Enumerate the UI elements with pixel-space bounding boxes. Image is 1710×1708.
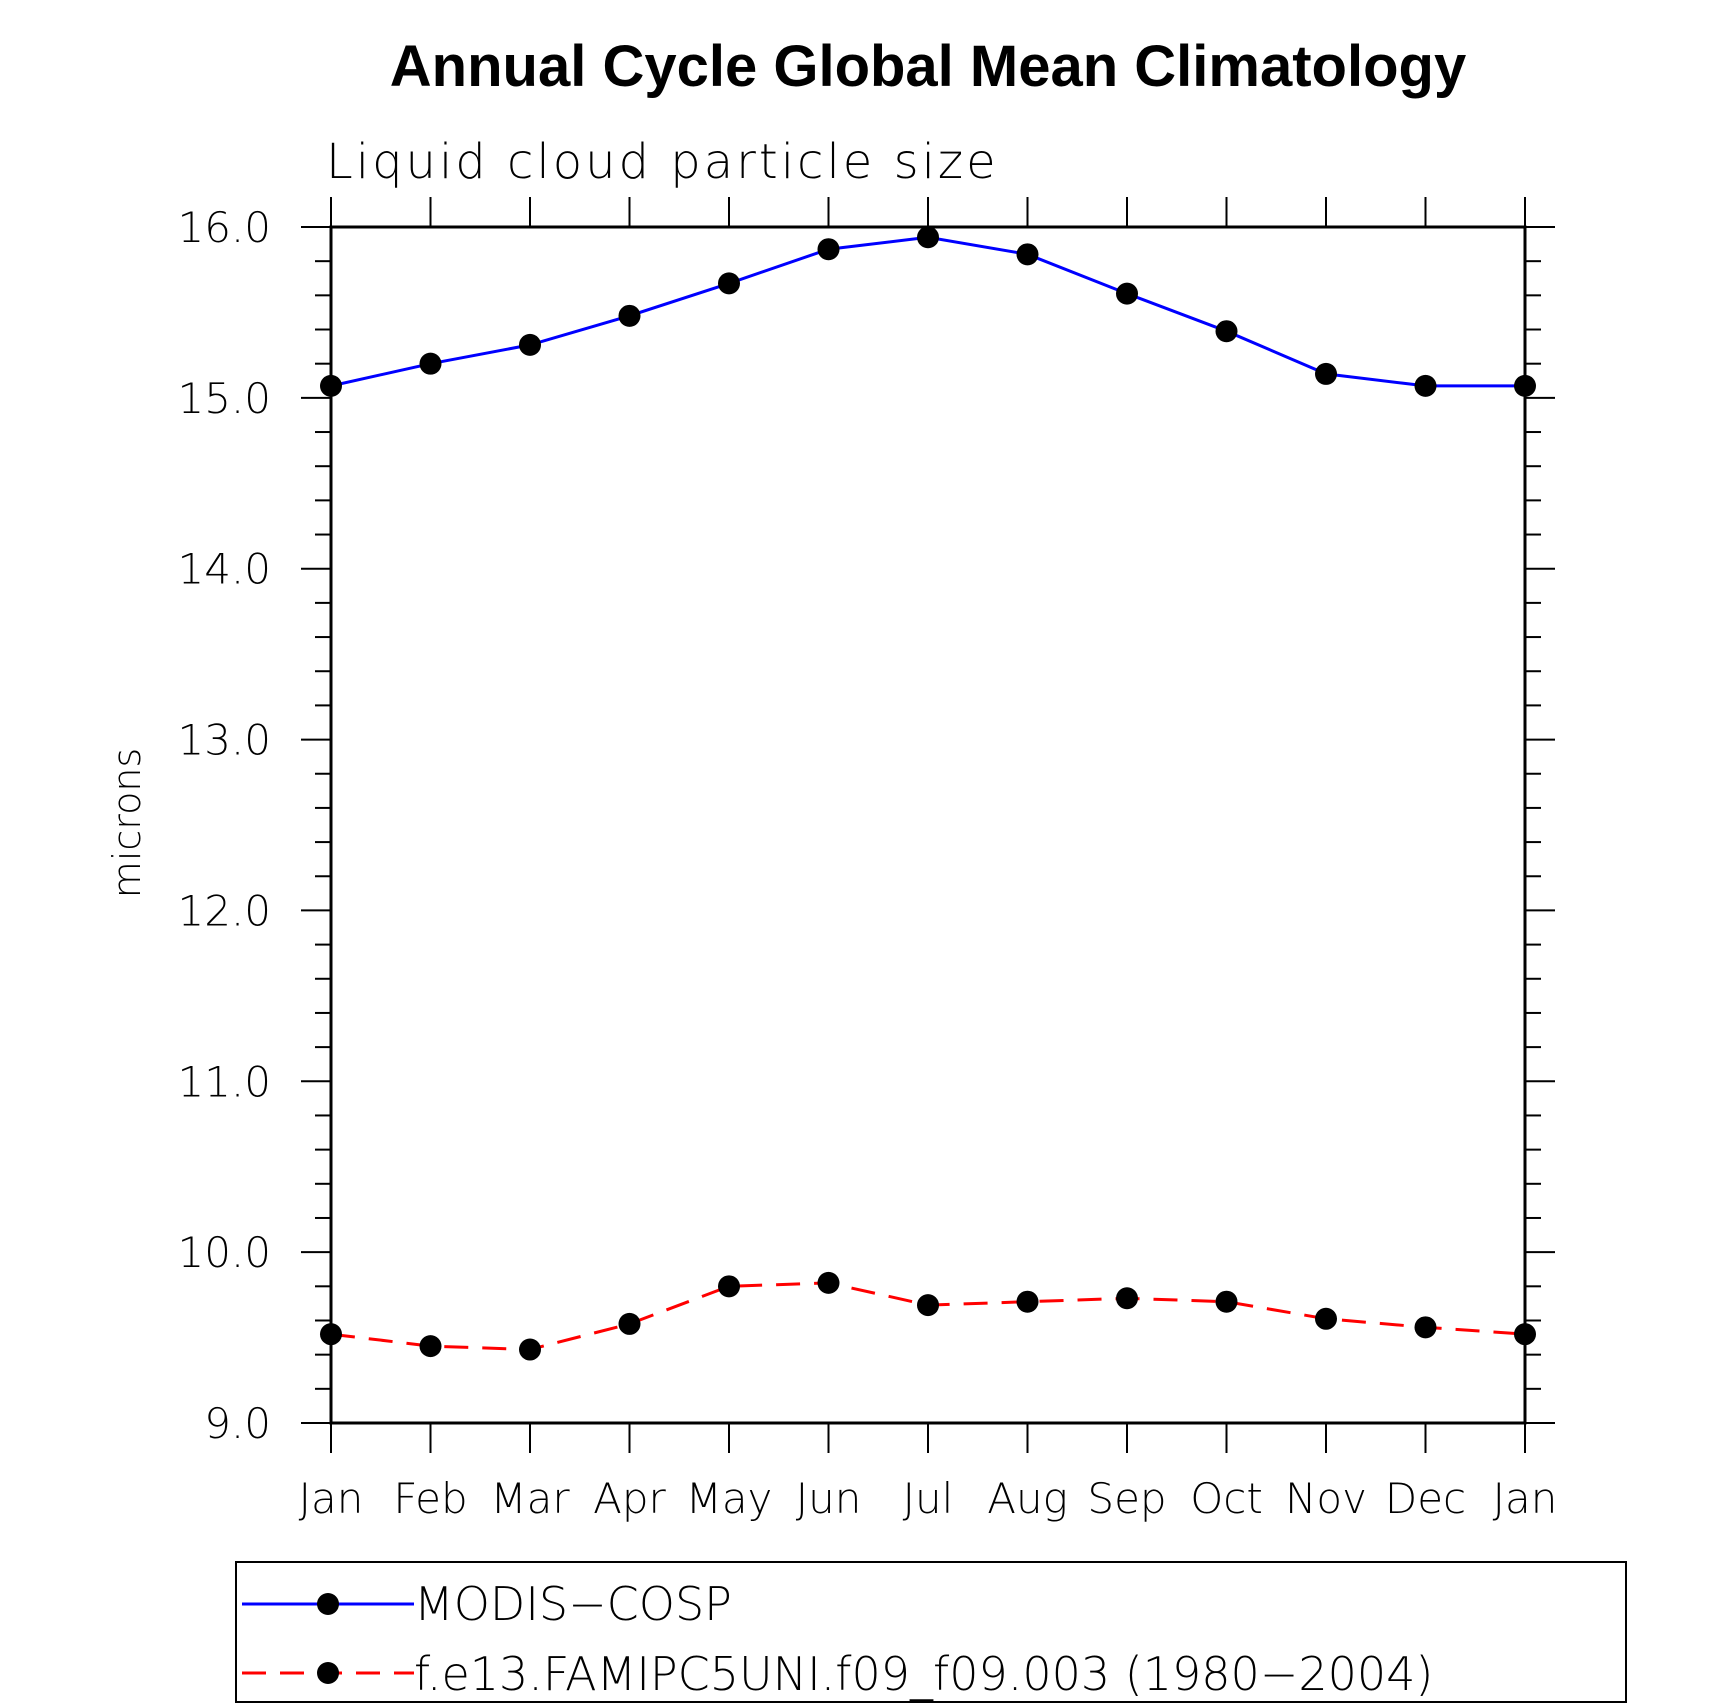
x-tick-label: Mar [490, 1474, 570, 1523]
data-point-series-1 [1514, 1323, 1536, 1346]
data-point-series-1 [817, 1271, 840, 1294]
data-point-series-1 [1016, 1290, 1039, 1313]
data-point-series-0 [1514, 374, 1536, 397]
data-point-series-1 [618, 1312, 641, 1335]
data-point-series-1 [1414, 1316, 1437, 1339]
data-point-series-0 [1116, 282, 1138, 305]
x-tick-label: Jan [299, 1474, 364, 1523]
y-tick-label: 14.0 [177, 545, 271, 594]
data-point-series-0 [1016, 243, 1039, 266]
x-tick-label: Dec [1385, 1474, 1466, 1523]
data-point-series-1 [320, 1323, 342, 1346]
legend-marker-model [317, 1662, 339, 1684]
series-line-0 [330, 235, 1525, 388]
data-point-series-0 [917, 226, 939, 249]
y-tick-label: 13.0 [177, 716, 271, 765]
data-point-series-0 [817, 238, 840, 261]
plot-frame [329, 225, 1527, 1425]
series-layer [320, 226, 1536, 1361]
data-point-series-1 [917, 1294, 939, 1317]
legend-label-modis: MODIS−COSP [414, 1577, 732, 1631]
x-tick-label: May [686, 1474, 773, 1523]
x-tick-label: Sep [1087, 1474, 1166, 1523]
data-point-series-0 [519, 333, 541, 356]
x-tick-label: Oct [1190, 1474, 1263, 1523]
y-tick-label: 15.0 [177, 374, 271, 423]
y-tick-label: 12.0 [177, 886, 271, 935]
y-tick-label: 9.0 [204, 1399, 271, 1448]
data-point-series-1 [1215, 1290, 1238, 1313]
y-axis-label: microns [105, 748, 149, 898]
y-tick-label: 16.0 [177, 203, 271, 252]
x-tick-label: Jun [796, 1474, 862, 1523]
data-point-series-0 [618, 304, 641, 327]
data-point-series-0 [1414, 374, 1437, 397]
chart-subtitle: Liquid cloud particle size [326, 134, 999, 190]
legend-label-model: f.e13.FAMIPC5UNI.f09_f09.003 (1980−2004) [414, 1647, 1433, 1701]
data-point-series-1 [1315, 1307, 1337, 1330]
x-tick-label: Feb [393, 1474, 467, 1523]
data-point-series-0 [718, 272, 740, 295]
legend-marker-modis [317, 1593, 339, 1615]
y-tick-label: 11.0 [177, 1057, 271, 1106]
x-tick-label: Jan [1493, 1474, 1558, 1523]
series-line-1 [330, 1281, 1526, 1352]
data-point-series-1 [419, 1335, 442, 1358]
data-point-series-0 [1215, 320, 1238, 343]
y-tick-labels: 9.0 10.0 11.0 12.0 13.0 14.0 15.0 16.0 [177, 203, 271, 1448]
y-tick-label: 10.0 [177, 1228, 271, 1277]
chart-title: Annual Cycle Global Mean Climatology [390, 34, 1466, 99]
data-point-series-1 [718, 1275, 740, 1298]
data-point-series-1 [1116, 1287, 1138, 1310]
x-tick-label: Aug [987, 1474, 1068, 1523]
legend: MODIS−COSP f.e13.FAMIPC5UNI.f09_f09.003 … [235, 1561, 1627, 1703]
x-tick-label: Apr [593, 1474, 666, 1523]
axis-ticks [301, 197, 1555, 1453]
data-point-series-0 [1315, 362, 1337, 385]
x-tick-label: Jul [903, 1474, 954, 1523]
data-point-series-0 [419, 352, 442, 375]
legend-box [235, 1561, 1627, 1703]
x-tick-labels: Jan Feb Mar Apr May Jun Jul Aug Sep Oct Nov Dec Jan [299, 1474, 1558, 1523]
data-point-series-0 [320, 374, 342, 397]
x-tick-label: Nov [1285, 1474, 1367, 1523]
data-point-series-1 [519, 1338, 541, 1361]
